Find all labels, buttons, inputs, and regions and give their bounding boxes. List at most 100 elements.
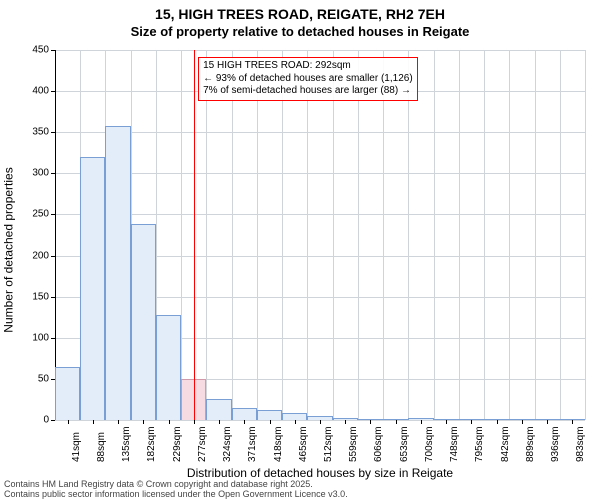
y-tick-label: 350 [19,127,49,138]
title-line-2: Size of property relative to detached ho… [0,24,600,40]
plot-area: 05010015020025030035040045041sqm88sqm135… [55,50,585,420]
x-tick-label: 889sqm [525,426,536,462]
histogram-bar [560,419,585,420]
x-axis-label: Distribution of detached houses by size … [55,466,585,480]
x-tick-label: 465sqm [298,426,309,462]
histogram-bar [257,410,282,420]
grid-line-v [181,50,182,420]
grid-line-v [257,50,258,420]
footer: Contains HM Land Registry data © Crown c… [4,480,596,500]
tick-mark-x [143,420,144,424]
y-tick-label: 400 [19,86,49,97]
tick-mark-x [497,420,498,424]
plot-wrap: 05010015020025030035040045041sqm88sqm135… [55,50,585,420]
histogram-bar [434,419,459,420]
histogram-bar [509,419,534,420]
grid-line-h [55,214,585,215]
axis-line [55,50,56,420]
x-tick-label: 559sqm [348,426,359,462]
grid-line-v [459,50,460,420]
tick-mark-x [93,420,94,424]
title-line-1: 15, HIGH TREES ROAD, REIGATE, RH2 7EH [0,6,600,24]
grid-line-h [55,132,585,133]
tick-mark-x [572,420,573,424]
tick-mark-x [547,420,548,424]
tick-mark-x [421,420,422,424]
histogram-bar [333,418,358,420]
grid-line-v [560,50,561,420]
y-axis-label: Number of detached properties [2,167,16,332]
tick-mark-x [118,420,119,424]
grid-line-v [484,50,485,420]
grid-line-v [408,50,409,420]
grid-line-v [585,50,586,420]
histogram-bar [131,224,156,420]
x-tick-label: 983sqm [575,426,586,462]
tick-mark-x [370,420,371,424]
tick-mark-x [446,420,447,424]
x-tick-label: 229sqm [172,426,183,462]
tick-mark-x [471,420,472,424]
grid-line-v [509,50,510,420]
histogram-bar [484,419,509,420]
grid-line-v [333,50,334,420]
grid-line-h [55,50,585,51]
grid-line-v [282,50,283,420]
histogram-bar [307,416,332,420]
annotation-box: 15 HIGH TREES ROAD: 292sqm← 93% of detac… [198,57,418,101]
y-tick-label: 200 [19,250,49,261]
annotation-line: 15 HIGH TREES ROAD: 292sqm [203,60,413,73]
histogram-bar [383,419,408,420]
histogram-bar [282,413,307,420]
x-tick-label: 277sqm [197,426,208,462]
tick-mark-x [244,420,245,424]
x-tick-label: 182sqm [146,426,157,462]
histogram-bar [80,157,105,420]
grid-line-v [232,50,233,420]
x-tick-label: 88sqm [96,432,107,462]
chart-container: 15, HIGH TREES ROAD, REIGATE, RH2 7EH Si… [0,0,600,500]
histogram-bar [105,126,130,420]
tick-mark-x [396,420,397,424]
annotation-line: ← 93% of detached houses are smaller (1,… [203,73,413,86]
x-tick-label: 324sqm [222,426,233,462]
reference-line [194,50,195,420]
histogram-bar [459,419,484,420]
x-tick-label: 700sqm [424,426,435,462]
x-tick-label: 418sqm [273,426,284,462]
tick-mark-y [51,420,55,421]
y-tick-label: 250 [19,209,49,220]
tick-mark-x [320,420,321,424]
y-tick-label: 50 [19,373,49,384]
y-tick-label: 300 [19,168,49,179]
histogram-bar [156,315,181,420]
tick-mark-x [522,420,523,424]
grid-line-v [535,50,536,420]
tick-mark-x [68,420,69,424]
footer-line-2: Contains public sector information licen… [4,490,596,500]
x-tick-label: 748sqm [449,426,460,462]
histogram-bar [206,399,231,420]
grid-line-h [55,173,585,174]
y-tick-label: 150 [19,291,49,302]
histogram-bar [358,419,383,420]
tick-mark-x [169,420,170,424]
grid-line-v [307,50,308,420]
histogram-bar [535,419,560,420]
x-tick-label: 371sqm [247,426,258,462]
annotation-line: 7% of semi-detached houses are larger (8… [203,85,413,98]
title-block: 15, HIGH TREES ROAD, REIGATE, RH2 7EH Si… [0,0,600,40]
y-tick-label: 100 [19,332,49,343]
x-tick-label: 135sqm [121,426,132,462]
x-tick-label: 41sqm [71,432,82,462]
x-tick-label: 795sqm [474,426,485,462]
x-tick-label: 653sqm [399,426,410,462]
y-axis-label-wrap: Number of detached properties [0,0,18,500]
y-tick-label: 0 [19,415,49,426]
tick-mark-x [345,420,346,424]
grid-line-v [358,50,359,420]
tick-mark-x [295,420,296,424]
x-tick-label: 842sqm [500,426,511,462]
grid-line-v [383,50,384,420]
x-tick-label: 606sqm [373,426,384,462]
